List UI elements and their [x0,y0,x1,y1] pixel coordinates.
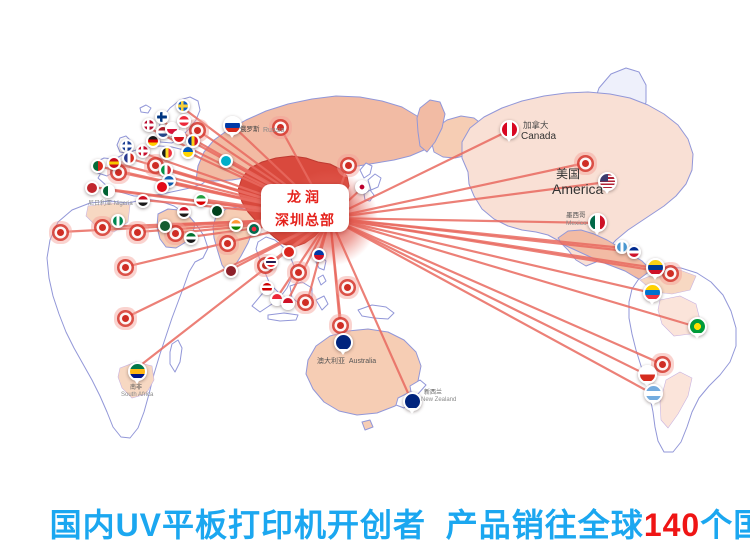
slogan: 国内UV平板打印机开创者 产品销往全球140个国家 [10,463,750,545]
origin-bubble: 龙润 深圳总部 [261,184,349,232]
export-line [328,216,664,366]
export-line [328,216,655,396]
slogan-part2: 个国家 [700,507,750,543]
region-iceland [139,104,152,114]
continent-south-america [628,266,737,453]
slogan-part1: 国内UV平板打印机开创者 产品销往全球 [49,507,644,543]
origin-company-name: 龙润 [287,188,323,205]
region-uk [116,135,132,154]
export-line [328,216,649,377]
export-line [328,216,699,329]
export-line [328,216,672,275]
export-line [328,216,637,254]
region-kamchatka [416,99,446,153]
slogan-country-count: 140 [643,507,701,543]
region-madagascar [169,339,183,373]
continent-australia [305,328,422,431]
origin-headquarters-label: 深圳总部 [275,211,335,228]
region-argentina [659,371,693,429]
export-line [328,216,654,295]
